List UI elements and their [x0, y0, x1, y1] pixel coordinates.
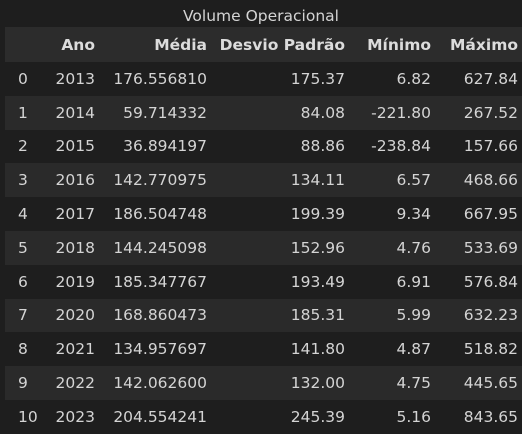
cell-desvio-padrao: 193.49 — [290, 272, 345, 291]
cell-minimo: 6.91 — [396, 272, 431, 291]
cell-maximo: 843.65 — [463, 407, 518, 426]
cell-minimo: 6.57 — [396, 171, 431, 190]
cell-maximo: 627.84 — [463, 69, 518, 88]
row-index: 9 — [18, 374, 28, 393]
header-maximo: Máximo — [450, 35, 518, 54]
cell-ano: 2021 — [55, 340, 95, 359]
cell-maximo: 468.66 — [463, 171, 518, 190]
cell-ano: 2020 — [55, 306, 95, 325]
cell-media: 134.957697 — [113, 340, 207, 359]
cell-media: 59.714332 — [123, 103, 207, 122]
cell-media: 168.860473 — [113, 306, 207, 325]
cell-media: 144.245098 — [113, 238, 207, 257]
cell-media: 142.770975 — [113, 171, 207, 190]
header-minimo: Mínimo — [367, 35, 431, 54]
cell-desvio-padrao: 245.39 — [290, 407, 345, 426]
cell-ano: 2017 — [55, 205, 95, 224]
cell-maximo: 518.82 — [463, 340, 518, 359]
cell-desvio-padrao: 132.00 — [290, 374, 345, 393]
cell-minimo: 5.99 — [396, 306, 431, 325]
cell-minimo: 6.82 — [396, 69, 431, 88]
row-index: 6 — [18, 272, 28, 291]
cell-minimo: 9.34 — [396, 205, 431, 224]
table-row: 0 2013 176.556810 175.37 6.82 627.84 — [5, 62, 522, 96]
cell-ano: 2015 — [55, 137, 95, 156]
row-index: 5 — [18, 238, 28, 257]
cell-minimo: 5.16 — [396, 407, 431, 426]
cell-desvio-padrao: 152.96 — [290, 238, 345, 257]
table-row: 3 2016 142.770975 134.11 6.57 468.66 — [5, 163, 522, 198]
cell-ano: 2022 — [55, 374, 95, 393]
table-header: Ano Média Desvio Padrão Mínimo Máximo — [5, 27, 522, 62]
cell-maximo: 445.65 — [463, 374, 518, 393]
cell-maximo: 157.66 — [463, 137, 518, 156]
table-row: 10 2023 204.554241 245.39 5.16 843.65 — [5, 399, 522, 434]
cell-desvio-padrao: 134.11 — [290, 171, 345, 190]
table-body: 0 2013 176.556810 175.37 6.82 627.84 1 2014 59.7… — [5, 62, 522, 434]
table-row: 9 2022 142.062600 132.00 4.75 445.65 — [5, 366, 522, 400]
header-media: Média — [154, 35, 207, 54]
table-row: 6 2019 185.347767 193.49 6.91 576.84 — [5, 264, 522, 299]
row-index: 0 — [18, 69, 28, 88]
cell-minimo: 4.75 — [396, 374, 431, 393]
cell-minimo: -238.84 — [371, 137, 431, 156]
cell-ano: 2023 — [55, 407, 95, 426]
cell-ano: 2013 — [55, 69, 95, 88]
row-index: 3 — [18, 171, 28, 190]
cell-desvio-padrao: 199.39 — [290, 205, 345, 224]
cell-media: 185.347767 — [113, 272, 207, 291]
cell-desvio-padrao: 141.80 — [290, 340, 345, 359]
cell-ano: 2016 — [55, 171, 95, 190]
cell-maximo: 576.84 — [463, 272, 518, 291]
row-index: 1 — [18, 103, 28, 122]
data-table: Ano Média Desvio Padrão Mínimo Máximo 0 2… — [5, 27, 522, 434]
row-index: 8 — [18, 340, 28, 359]
row-index: 4 — [18, 205, 28, 224]
cell-ano: 2014 — [55, 103, 95, 122]
table-row: 7 2020 168.860473 185.31 5.99 632.23 — [5, 298, 522, 333]
table-row: 2 2015 36.894197 88.86 -238.84 157.66 — [5, 129, 522, 164]
cell-desvio-padrao: 84.08 — [300, 103, 345, 122]
cell-media: 36.894197 — [123, 137, 207, 156]
cell-media: 142.062600 — [113, 374, 207, 393]
table-row: 5 2018 144.245098 152.96 4.76 533.69 — [5, 230, 522, 265]
row-index: 2 — [18, 137, 28, 156]
table-row: 4 2017 186.504748 199.39 9.34 667.95 — [5, 197, 522, 231]
row-index: 7 — [18, 306, 28, 325]
table-row: 1 2014 59.714332 84.08 -221.80 267.52 — [5, 95, 522, 130]
header-index — [5, 27, 42, 62]
cell-desvio-padrao: 185.31 — [290, 306, 345, 325]
cell-maximo: 533.69 — [463, 238, 518, 257]
cell-maximo: 667.95 — [463, 205, 518, 224]
cell-desvio-padrao: 175.37 — [290, 69, 345, 88]
row-index: 10 — [18, 407, 38, 426]
cell-media: 176.556810 — [113, 69, 207, 88]
table-row: 8 2021 134.957697 141.80 4.87 518.82 — [5, 332, 522, 367]
header-row: Ano Média Desvio Padrão Mínimo Máximo — [5, 27, 522, 62]
cell-ano: 2018 — [55, 238, 95, 257]
cell-media: 186.504748 — [113, 205, 207, 224]
cell-minimo: -221.80 — [371, 103, 431, 122]
cell-maximo: 632.23 — [463, 306, 518, 325]
table-caption: Volume Operacional — [183, 7, 339, 25]
cell-ano: 2019 — [55, 272, 95, 291]
header-ano: Ano — [61, 35, 95, 54]
cell-minimo: 4.87 — [396, 340, 431, 359]
cell-media: 204.554241 — [113, 407, 207, 426]
cell-desvio-padrao: 88.86 — [300, 137, 345, 156]
cell-minimo: 4.76 — [396, 238, 431, 257]
header-desvio-padrao: Desvio Padrão — [219, 35, 345, 54]
cell-maximo: 267.52 — [463, 103, 518, 122]
